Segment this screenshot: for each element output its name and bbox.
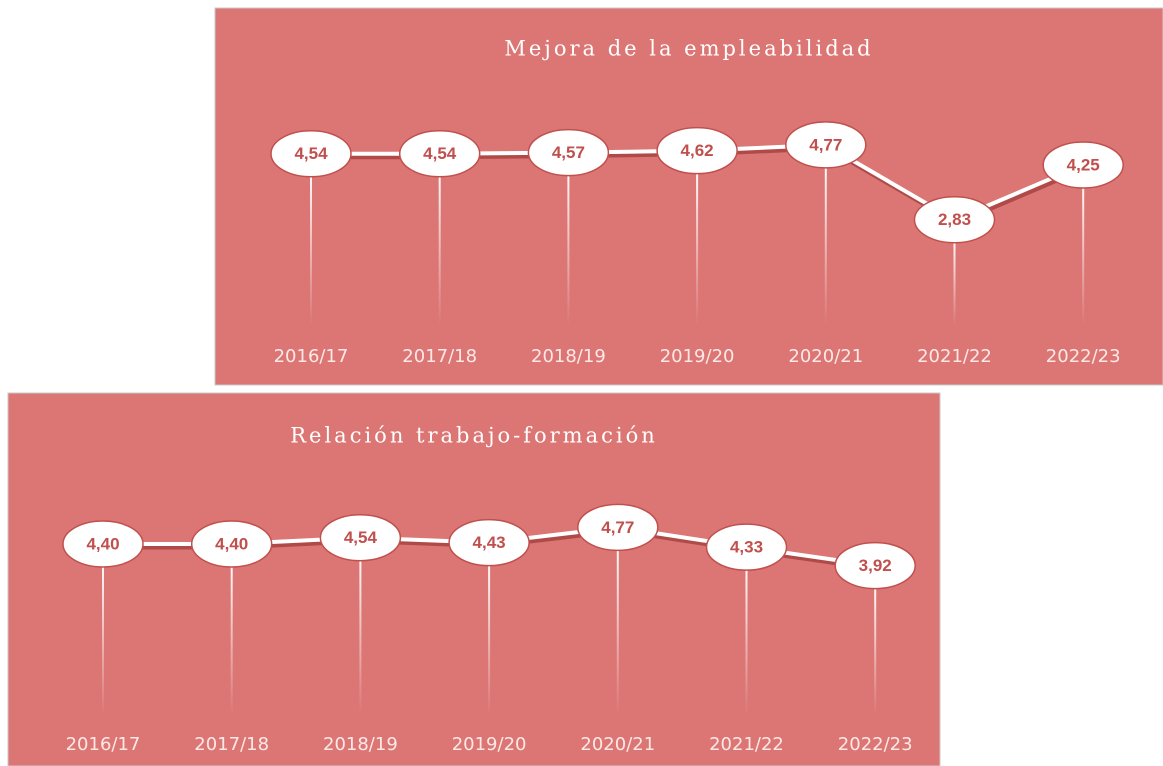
point-marker xyxy=(398,130,481,178)
point-marker xyxy=(190,520,273,568)
data-label: 4,57 xyxy=(552,143,585,162)
data-label: 4,54 xyxy=(423,144,457,163)
drop-line xyxy=(874,588,877,715)
x-tick-label: 2017/18 xyxy=(194,734,269,755)
x-tick-label: 2020/21 xyxy=(580,734,655,755)
point-marker xyxy=(785,121,867,169)
data-label: 3,92 xyxy=(859,556,892,575)
drop-line xyxy=(616,550,619,715)
data-label: 4,33 xyxy=(730,538,763,557)
data-label: 4,54 xyxy=(294,144,328,163)
drop-line xyxy=(824,167,827,325)
data-label: 4,77 xyxy=(809,135,842,154)
x-tick-label: 2020/21 xyxy=(788,346,863,367)
drop-line xyxy=(745,570,748,715)
chart-title: Mejora de la empleabilidad xyxy=(504,37,873,61)
drop-line xyxy=(438,176,441,325)
x-tick-label: 2018/19 xyxy=(323,734,398,755)
point-marker xyxy=(705,523,788,571)
chart: Relación trabajo-formación 2016/17 2017/18… xyxy=(7,392,941,766)
data-label: 4,43 xyxy=(473,533,506,552)
point-marker xyxy=(527,128,610,177)
drop-line xyxy=(567,175,570,325)
point-marker xyxy=(62,520,144,568)
drop-line xyxy=(310,176,312,325)
data-label: 4,40 xyxy=(215,534,248,553)
drop-line xyxy=(359,560,362,715)
drop-line xyxy=(488,565,491,715)
chart-title: Relación trabajo-formación xyxy=(290,424,658,448)
x-tick-label: 2021/22 xyxy=(917,346,992,367)
point-marker xyxy=(656,126,738,175)
point-marker xyxy=(913,196,996,244)
data-label: 4,54 xyxy=(344,528,378,547)
point-marker xyxy=(270,130,352,178)
x-tick-label: 2016/17 xyxy=(274,346,349,367)
data-label: 2,83 xyxy=(938,210,971,229)
data-label: 4,77 xyxy=(601,518,634,537)
data-label: 4,40 xyxy=(86,534,119,553)
x-tick-label: 2022/23 xyxy=(838,734,913,755)
drop-line xyxy=(102,567,104,715)
drop-line xyxy=(696,173,699,325)
x-tick-label: 2018/19 xyxy=(531,346,606,367)
drop-line xyxy=(953,242,956,325)
x-tick-label: 2017/18 xyxy=(402,346,477,367)
point-marker xyxy=(834,541,916,590)
x-tick-label: 2016/17 xyxy=(66,734,141,755)
point-marker xyxy=(319,513,402,562)
x-tick-label: 2019/20 xyxy=(452,734,527,755)
drop-line xyxy=(1082,187,1085,325)
data-label: 4,62 xyxy=(681,141,714,160)
point-marker xyxy=(448,518,530,567)
point-marker xyxy=(1042,141,1124,189)
x-tick-label: 2022/23 xyxy=(1046,346,1121,367)
chart-background xyxy=(7,392,941,766)
point-marker xyxy=(577,503,659,552)
chart: Mejora de la empleabilidad 2016/17 2017/18… xyxy=(214,7,1163,386)
drop-line xyxy=(230,567,233,715)
data-label: 4,25 xyxy=(1067,155,1100,174)
x-tick-label: 2021/22 xyxy=(709,734,784,755)
x-tick-label: 2019/20 xyxy=(660,346,735,367)
